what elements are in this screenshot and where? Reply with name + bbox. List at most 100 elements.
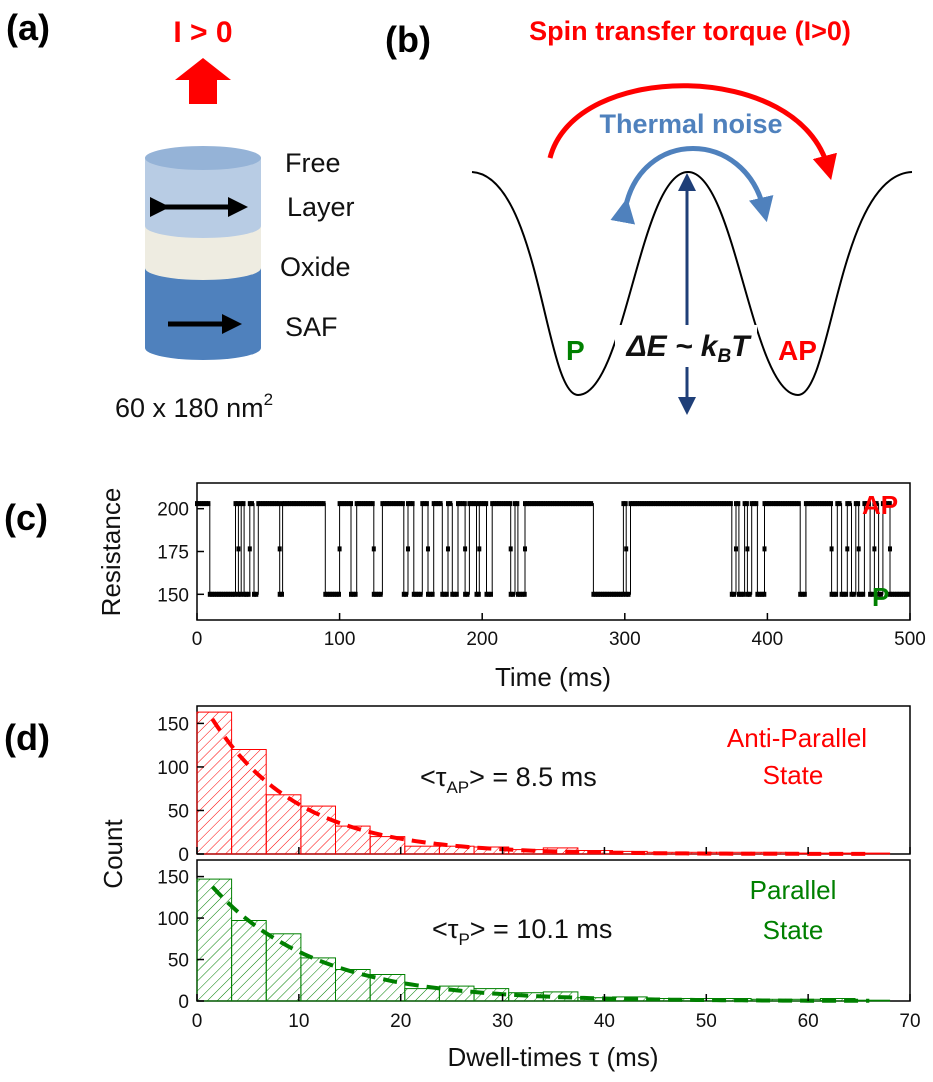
trace-point	[506, 501, 511, 507]
p-mean-dwell-label: <τP> = 10.1 ms	[432, 914, 612, 949]
panel-c-label: (c)	[4, 497, 48, 538]
trace-point	[681, 501, 685, 507]
trace-point	[406, 501, 410, 507]
trace-point	[541, 501, 546, 507]
p-histogram-fit-curve	[210, 885, 870, 1003]
trace-point	[207, 591, 212, 597]
trace-point	[238, 591, 243, 597]
ap-histogram-y-tick-label: 50	[168, 801, 189, 822]
trace-point	[762, 501, 767, 507]
trace-point	[878, 591, 883, 597]
trace-point	[454, 591, 459, 597]
trace-point	[410, 501, 415, 507]
trace-point	[856, 546, 861, 552]
trace-point	[489, 591, 493, 597]
trace-point	[819, 501, 824, 507]
panel-b-label: (b)	[385, 19, 431, 60]
trace-point	[548, 501, 553, 507]
trace-point	[844, 591, 849, 597]
p-histogram-x-tick-label: 40	[594, 1011, 615, 1032]
trace-point	[250, 501, 254, 507]
trace-point	[361, 501, 366, 507]
trace-point	[460, 501, 465, 507]
trace-point	[703, 501, 708, 507]
trace-point	[411, 591, 416, 597]
trace-point	[906, 591, 911, 597]
trace-point	[428, 591, 433, 597]
trace-point	[214, 591, 219, 597]
trace-point	[635, 501, 640, 507]
trace-point	[845, 501, 850, 507]
dwell-x-axis-title: Dwell-times τ (ms)	[447, 1042, 658, 1072]
trace-point	[280, 591, 284, 597]
trace-point	[736, 501, 741, 507]
trace-point	[694, 501, 699, 507]
trace-point	[430, 591, 435, 597]
layer-label: Layer	[287, 192, 355, 222]
trace-point	[678, 501, 683, 507]
trace-point	[536, 501, 541, 507]
trace-point	[539, 501, 543, 507]
trace-point	[346, 501, 351, 507]
trace-point	[810, 501, 815, 507]
trace-point	[570, 501, 575, 507]
trace-point	[904, 591, 908, 597]
trace-point	[778, 501, 783, 507]
trace-point	[598, 591, 603, 597]
trace-point	[651, 501, 656, 507]
trace-point	[484, 501, 489, 507]
trace-y-tick-label: 200	[157, 500, 189, 521]
trace-point	[861, 591, 866, 597]
trace-point	[301, 501, 306, 507]
trace-point	[201, 501, 206, 507]
trace-ap-annotation: AP	[862, 490, 898, 520]
panel-a-label: (a)	[6, 7, 50, 48]
trace-point	[436, 501, 441, 507]
trace-point	[486, 591, 491, 597]
trace-point	[332, 591, 337, 597]
p-histogram: 0 50 100 150 0 10 20 30 40 50 60 70	[157, 868, 920, 1032]
trace-point	[317, 501, 322, 507]
trace-point	[296, 501, 301, 507]
trace-point	[458, 501, 463, 507]
trace-x-tick-label: 300	[609, 629, 641, 650]
trace-point	[755, 591, 760, 597]
trace-point	[444, 591, 449, 597]
p-histogram-x-tick-label: 60	[798, 1011, 819, 1032]
trace-point	[359, 501, 364, 507]
trace-point	[366, 501, 371, 507]
trace-point	[708, 501, 713, 507]
trace-point	[796, 501, 801, 507]
trace-point	[883, 501, 888, 507]
trace-point	[408, 501, 413, 507]
trace-point	[715, 501, 720, 507]
trace-point	[349, 501, 353, 507]
trace-point	[501, 501, 506, 507]
trace-x-tick-label: 500	[894, 629, 926, 650]
trace-point	[197, 501, 202, 507]
ap-histogram-bar	[231, 749, 267, 855]
trace-point	[596, 591, 600, 597]
trace-point	[474, 591, 479, 597]
trace-point	[575, 501, 580, 507]
trace-point	[868, 591, 873, 597]
trace-point	[899, 591, 904, 597]
trace-point	[282, 501, 287, 507]
trace-point	[789, 501, 794, 507]
trace-point	[710, 501, 715, 507]
trace-point	[616, 591, 621, 597]
p-histogram-x-tick-label: 70	[899, 1011, 920, 1032]
trace-point	[508, 546, 513, 552]
ap-histogram-bar	[369, 836, 406, 855]
panel-d-label: (d)	[4, 717, 50, 758]
trace-point	[717, 501, 722, 507]
trace-point	[741, 591, 746, 597]
trace-point	[626, 591, 631, 597]
trace-point	[310, 501, 315, 507]
p-histogram-y-tick-label: 150	[157, 868, 189, 889]
trace-point	[247, 546, 252, 552]
trace-point	[503, 501, 508, 507]
trace-point	[835, 501, 840, 507]
trace-point	[671, 501, 676, 507]
trace-point	[270, 501, 274, 507]
